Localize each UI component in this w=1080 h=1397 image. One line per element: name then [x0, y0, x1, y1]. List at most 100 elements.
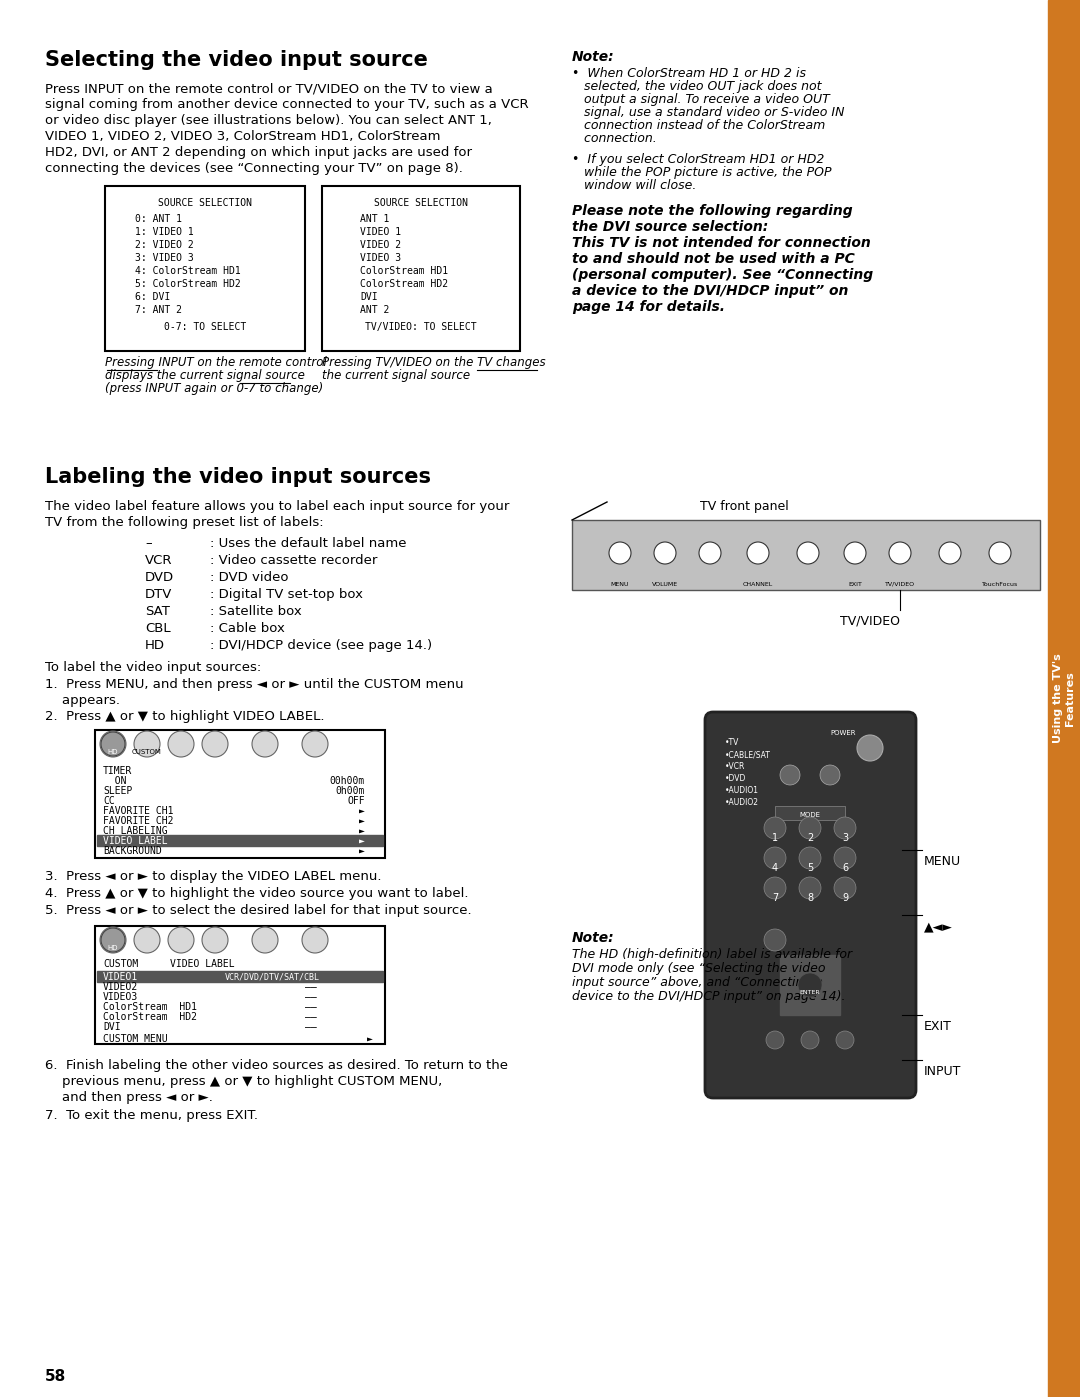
Text: to and should not be used with a PC: to and should not be used with a PC: [572, 251, 854, 265]
Text: 6: 6: [842, 863, 848, 873]
Text: input source” above, and “Connecting a: input source” above, and “Connecting a: [572, 977, 823, 989]
Text: OFF: OFF: [348, 796, 365, 806]
Circle shape: [834, 817, 856, 840]
Bar: [105, 186, 305, 351]
Text: CBL: CBL: [145, 622, 171, 636]
Circle shape: [134, 731, 160, 757]
Text: TV from the following preset list of labels:: TV from the following preset list of lab…: [45, 515, 324, 529]
Text: ––: ––: [305, 1023, 316, 1032]
Circle shape: [134, 928, 160, 953]
Text: 7: ANT 2: 7: ANT 2: [135, 305, 183, 314]
Text: 3: 3: [842, 833, 848, 842]
Text: •VCR: •VCR: [725, 761, 745, 771]
Circle shape: [609, 542, 631, 564]
Text: CHANNEL: CHANNEL: [743, 583, 773, 587]
Text: 0h00m: 0h00m: [336, 787, 365, 796]
Text: HD2, DVI, or ANT 2 depending on which input jacks are used for: HD2, DVI, or ANT 2 depending on which in…: [45, 147, 472, 159]
Text: ▲◄►: ▲◄►: [924, 921, 953, 933]
Text: POWER: POWER: [831, 731, 855, 736]
Circle shape: [168, 928, 194, 953]
Text: 1: VIDEO 1: 1: VIDEO 1: [135, 226, 193, 237]
Text: VCR: VCR: [145, 555, 173, 567]
Circle shape: [798, 972, 822, 997]
Text: 4: 4: [772, 863, 778, 873]
Circle shape: [801, 1031, 819, 1049]
Text: Note:: Note:: [572, 50, 615, 64]
Text: while the POP picture is active, the POP: while the POP picture is active, the POP: [572, 166, 832, 179]
Circle shape: [939, 542, 961, 564]
Circle shape: [252, 928, 278, 953]
Text: 4: ColorStream HD1: 4: ColorStream HD1: [135, 265, 241, 277]
Circle shape: [858, 735, 883, 761]
Text: 7.  To exit the menu, press EXIT.: 7. To exit the menu, press EXIT.: [45, 1109, 258, 1122]
Text: ►: ►: [360, 835, 365, 847]
Circle shape: [202, 731, 228, 757]
Text: displays the current signal source: displays the current signal source: [105, 369, 305, 381]
Text: VIDEO LABEL: VIDEO LABEL: [103, 835, 167, 847]
Text: The HD (high-definition) label is available for: The HD (high-definition) label is availa…: [572, 949, 852, 961]
Text: : DVD video: : DVD video: [210, 571, 288, 584]
Circle shape: [764, 877, 786, 900]
Text: signal, use a standard video or S-video IN: signal, use a standard video or S-video …: [572, 106, 845, 119]
Text: connection instead of the ColorStream: connection instead of the ColorStream: [572, 119, 825, 131]
Text: •DVD: •DVD: [725, 774, 746, 782]
Text: connecting the devices (see “Connecting your TV” on page 8).: connecting the devices (see “Connecting …: [45, 162, 463, 175]
Circle shape: [766, 1031, 784, 1049]
Text: ►: ►: [360, 847, 365, 856]
Circle shape: [989, 542, 1011, 564]
Text: •  If you select ColorStream HD1 or HD2: • If you select ColorStream HD1 or HD2: [572, 154, 824, 166]
Text: 1.  Press MENU, and then press ◄ or ► until the CUSTOM menu: 1. Press MENU, and then press ◄ or ► unt…: [45, 678, 463, 692]
Text: TV front panel: TV front panel: [700, 500, 788, 513]
Text: FAVORITE CH2: FAVORITE CH2: [103, 816, 174, 826]
Text: : Uses the default label name: : Uses the default label name: [210, 536, 406, 550]
Circle shape: [302, 928, 328, 953]
Circle shape: [799, 877, 821, 900]
Text: selected, the video OUT jack does not: selected, the video OUT jack does not: [572, 80, 822, 94]
Text: VIDEO1: VIDEO1: [103, 972, 138, 982]
Text: Selecting the video input source: Selecting the video input source: [45, 50, 428, 70]
Circle shape: [764, 817, 786, 840]
Text: Press INPUT on the remote control or TV/VIDEO on the TV to view a: Press INPUT on the remote control or TV/…: [45, 82, 492, 95]
Text: ColorStream  HD1: ColorStream HD1: [103, 1002, 197, 1011]
Text: 58: 58: [45, 1369, 66, 1384]
Text: (personal computer). See “Connecting: (personal computer). See “Connecting: [572, 268, 873, 282]
Text: 6: DVI: 6: DVI: [135, 292, 171, 302]
Bar: [95, 731, 384, 858]
Text: ENTER: ENTER: [799, 990, 821, 995]
Text: output a signal. To receive a video OUT: output a signal. To receive a video OUT: [572, 94, 829, 106]
Bar: [95, 926, 384, 1044]
Text: TouchFocus: TouchFocus: [982, 583, 1018, 587]
Text: 2.  Press ▲ or ▼ to highlight VIDEO LABEL.: 2. Press ▲ or ▼ to highlight VIDEO LABEL…: [45, 710, 324, 724]
Text: SLEEP: SLEEP: [103, 787, 133, 796]
Text: To label the video input sources:: To label the video input sources:: [45, 661, 261, 673]
Text: VIDEO3: VIDEO3: [103, 992, 138, 1002]
Text: the DVI source selection:: the DVI source selection:: [572, 219, 768, 235]
Text: ON: ON: [103, 775, 126, 787]
Bar: [775, 806, 845, 820]
Circle shape: [654, 542, 676, 564]
Text: TV/VIDEO: TO SELECT: TV/VIDEO: TO SELECT: [365, 321, 476, 332]
Text: ANT 1: ANT 1: [360, 214, 390, 224]
Bar: [322, 186, 519, 351]
Text: DVI mode only (see “Selecting the video: DVI mode only (see “Selecting the video: [572, 963, 825, 975]
Text: FAVORITE CH1: FAVORITE CH1: [103, 806, 174, 816]
Bar: [1048, 0, 1080, 1397]
Text: ►: ►: [367, 1034, 373, 1044]
Text: CUSTOM: CUSTOM: [132, 749, 162, 754]
Text: SOURCE SELECTION: SOURCE SELECTION: [158, 198, 252, 208]
Text: HD: HD: [145, 638, 165, 652]
Text: the current signal source: the current signal source: [322, 369, 470, 381]
Circle shape: [102, 928, 125, 951]
Text: VIDEO2: VIDEO2: [103, 982, 138, 992]
Text: 0: ANT 1: 0: ANT 1: [135, 214, 183, 224]
Text: : Satellite box: : Satellite box: [210, 605, 301, 617]
Text: –: –: [145, 536, 151, 550]
Text: 6.  Finish labeling the other video sources as desired. To return to the: 6. Finish labeling the other video sourc…: [45, 1059, 508, 1071]
Text: device to the DVI/HDCP input” on page 14).: device to the DVI/HDCP input” on page 14…: [572, 990, 846, 1003]
Text: 3: VIDEO 3: 3: VIDEO 3: [135, 253, 193, 263]
Text: 8: 8: [807, 893, 813, 902]
Text: The video label feature allows you to label each input source for your: The video label feature allows you to la…: [45, 500, 510, 513]
Text: TV/VIDEO: TV/VIDEO: [840, 615, 900, 629]
Circle shape: [764, 929, 786, 951]
Text: : Video cassette recorder: : Video cassette recorder: [210, 555, 377, 567]
